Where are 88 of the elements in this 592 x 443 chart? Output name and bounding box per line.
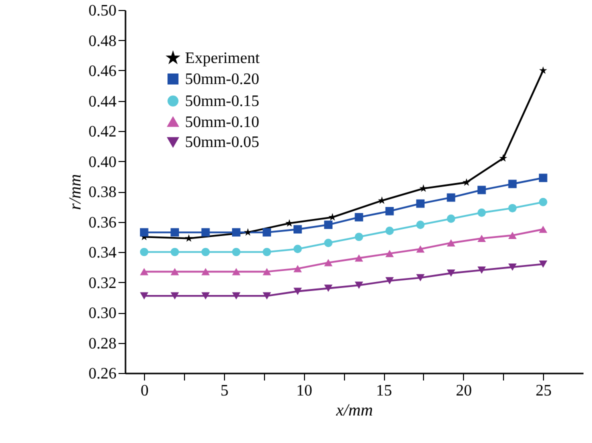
point xyxy=(446,214,456,223)
point xyxy=(262,228,272,237)
point xyxy=(446,270,456,277)
point xyxy=(385,226,394,235)
x-tick-label: 5 xyxy=(220,382,228,400)
point xyxy=(293,225,302,234)
point xyxy=(477,266,486,274)
point xyxy=(170,228,179,237)
point xyxy=(416,274,425,282)
x-tick-label: 25 xyxy=(536,382,552,400)
point xyxy=(477,234,486,242)
point xyxy=(170,248,179,256)
y-tick-label: 0.50 xyxy=(88,2,116,20)
point xyxy=(293,244,302,254)
y-tick-label: 0.38 xyxy=(88,184,116,201)
y-tick-label: 0.40 xyxy=(88,154,116,171)
point xyxy=(538,198,548,206)
y-tick-label: 0.26 xyxy=(88,366,116,382)
y-tick-label: 0.46 xyxy=(88,63,116,80)
point xyxy=(293,265,302,272)
point xyxy=(140,268,148,276)
point xyxy=(416,199,425,208)
point xyxy=(184,234,193,242)
legend-label: Experiment xyxy=(185,50,260,67)
point xyxy=(416,245,425,253)
point xyxy=(324,220,332,229)
point xyxy=(416,220,425,229)
point xyxy=(354,254,364,262)
point xyxy=(462,178,470,186)
point xyxy=(419,184,428,192)
legend-label: 50mm-0.20 xyxy=(185,71,260,88)
point xyxy=(201,228,210,237)
point xyxy=(354,282,364,289)
y-tick-label: 0.36 xyxy=(88,214,116,232)
point xyxy=(385,206,394,216)
point xyxy=(201,268,210,276)
point xyxy=(262,248,272,256)
legend-label: 50mm-0.15 xyxy=(185,93,260,110)
point xyxy=(354,213,364,222)
point xyxy=(324,238,332,248)
point xyxy=(508,204,517,212)
y-tick-label: 0.28 xyxy=(88,335,116,352)
point xyxy=(385,250,394,258)
point xyxy=(262,292,272,300)
point xyxy=(201,248,210,256)
point xyxy=(324,258,332,266)
y-tick-label: 0.42 xyxy=(88,124,116,140)
point xyxy=(140,292,148,300)
x-tick-label: 10 xyxy=(296,382,312,400)
point xyxy=(508,264,517,271)
y-axis-title: r/mm xyxy=(66,174,84,210)
point xyxy=(140,248,148,256)
y-tick-label: 0.48 xyxy=(88,32,116,50)
point xyxy=(232,228,240,237)
point xyxy=(538,174,548,182)
y-tick-label: 0.32 xyxy=(88,274,116,292)
x-axis-title: x/mm xyxy=(335,400,373,420)
point xyxy=(244,228,252,236)
x-tick-label: 15 xyxy=(376,382,392,400)
point xyxy=(539,66,548,74)
point xyxy=(170,268,179,276)
point xyxy=(232,292,240,300)
point xyxy=(477,186,486,194)
point xyxy=(538,226,548,233)
point xyxy=(538,260,548,268)
point xyxy=(477,208,486,217)
point xyxy=(385,277,394,284)
point xyxy=(232,248,240,256)
point xyxy=(170,292,179,300)
point xyxy=(324,284,332,292)
y-tick-label: 0.30 xyxy=(88,305,116,322)
y-tick-label: 0.34 xyxy=(88,244,116,262)
point xyxy=(354,232,364,242)
x-tick-label: 20 xyxy=(456,382,472,400)
point xyxy=(232,268,240,276)
y-tick-label: 0.44 xyxy=(88,93,116,110)
point xyxy=(446,239,456,247)
point xyxy=(201,292,210,300)
point xyxy=(140,228,148,237)
point xyxy=(508,232,517,239)
legend-label: 50mm-0.10 xyxy=(185,114,260,131)
x-tick-label: 0 xyxy=(140,382,149,400)
point xyxy=(262,268,272,276)
point xyxy=(499,154,508,162)
point xyxy=(293,288,302,295)
point xyxy=(446,193,456,202)
legend-label: 50mm-0.05 xyxy=(185,134,260,151)
point xyxy=(508,180,517,188)
